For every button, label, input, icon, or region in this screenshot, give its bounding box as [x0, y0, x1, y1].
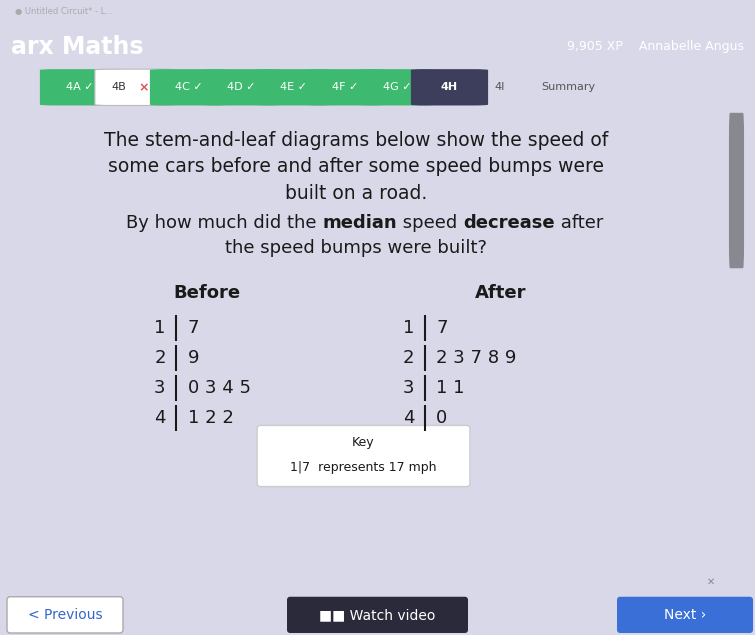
Text: 4I: 4I — [495, 83, 504, 92]
Text: Summary: Summary — [541, 83, 595, 92]
FancyBboxPatch shape — [307, 69, 384, 105]
Text: 7: 7 — [436, 319, 448, 337]
Text: decrease: decrease — [463, 214, 555, 232]
Text: 4B: 4B — [111, 83, 126, 92]
Text: 2: 2 — [402, 349, 414, 368]
Text: 7: 7 — [188, 319, 199, 337]
FancyBboxPatch shape — [257, 425, 470, 486]
Text: Before: Before — [174, 284, 241, 302]
Text: the speed bumps were built?: the speed bumps were built? — [225, 239, 487, 257]
FancyBboxPatch shape — [203, 69, 280, 105]
FancyBboxPatch shape — [40, 69, 120, 105]
Text: ● Untitled Circuit* - L...: ● Untitled Circuit* - L... — [15, 6, 113, 16]
Text: ✕: ✕ — [707, 577, 715, 587]
Text: speed: speed — [397, 214, 463, 232]
Text: 1: 1 — [402, 319, 414, 337]
FancyBboxPatch shape — [150, 69, 228, 105]
Text: 3: 3 — [154, 379, 165, 398]
Text: 4: 4 — [154, 410, 165, 427]
Text: 0: 0 — [436, 410, 448, 427]
Text: 3: 3 — [402, 379, 414, 398]
Text: The stem-and-leaf diagrams below show the speed of
some cars before and after so: The stem-and-leaf diagrams below show th… — [104, 131, 609, 203]
FancyBboxPatch shape — [617, 597, 753, 633]
Text: 4D ✓: 4D ✓ — [227, 83, 256, 92]
Text: 4G ✓: 4G ✓ — [384, 83, 411, 92]
Text: 1: 1 — [154, 319, 165, 337]
Text: By how much did the: By how much did the — [126, 214, 322, 232]
Text: 4C ✓: 4C ✓ — [175, 83, 203, 92]
Text: Next ›: Next › — [664, 608, 706, 622]
Text: 1 1: 1 1 — [436, 379, 465, 398]
Text: < Previous: < Previous — [28, 608, 103, 622]
Text: 2: 2 — [154, 349, 165, 368]
Text: median: median — [322, 214, 397, 232]
FancyBboxPatch shape — [359, 69, 436, 105]
Text: 9: 9 — [188, 349, 199, 368]
FancyBboxPatch shape — [411, 69, 488, 105]
Text: 1 2 2: 1 2 2 — [188, 410, 233, 427]
Text: 4A ✓: 4A ✓ — [66, 83, 94, 92]
Text: 2 3 7 8 9: 2 3 7 8 9 — [436, 349, 516, 368]
Text: Key: Key — [353, 436, 374, 449]
Text: 4: 4 — [402, 410, 414, 427]
Text: After: After — [475, 284, 526, 302]
Text: 4F ✓: 4F ✓ — [332, 83, 359, 92]
Text: 0 3 4 5: 0 3 4 5 — [188, 379, 251, 398]
FancyBboxPatch shape — [7, 597, 123, 633]
FancyBboxPatch shape — [287, 597, 468, 633]
Text: 1|7  represents 17 mph: 1|7 represents 17 mph — [290, 461, 437, 474]
Text: 4H: 4H — [441, 83, 458, 92]
FancyBboxPatch shape — [729, 113, 744, 268]
Text: after: after — [555, 214, 603, 232]
Text: ■■ Watch video: ■■ Watch video — [319, 608, 435, 622]
FancyBboxPatch shape — [255, 69, 332, 105]
FancyBboxPatch shape — [95, 69, 175, 105]
Text: 4E ✓: 4E ✓ — [280, 83, 307, 92]
Text: arx Maths: arx Maths — [11, 35, 143, 58]
Text: ×: × — [139, 81, 149, 94]
Text: 9,905 XP    Annabelle Angus: 9,905 XP Annabelle Angus — [567, 40, 744, 53]
